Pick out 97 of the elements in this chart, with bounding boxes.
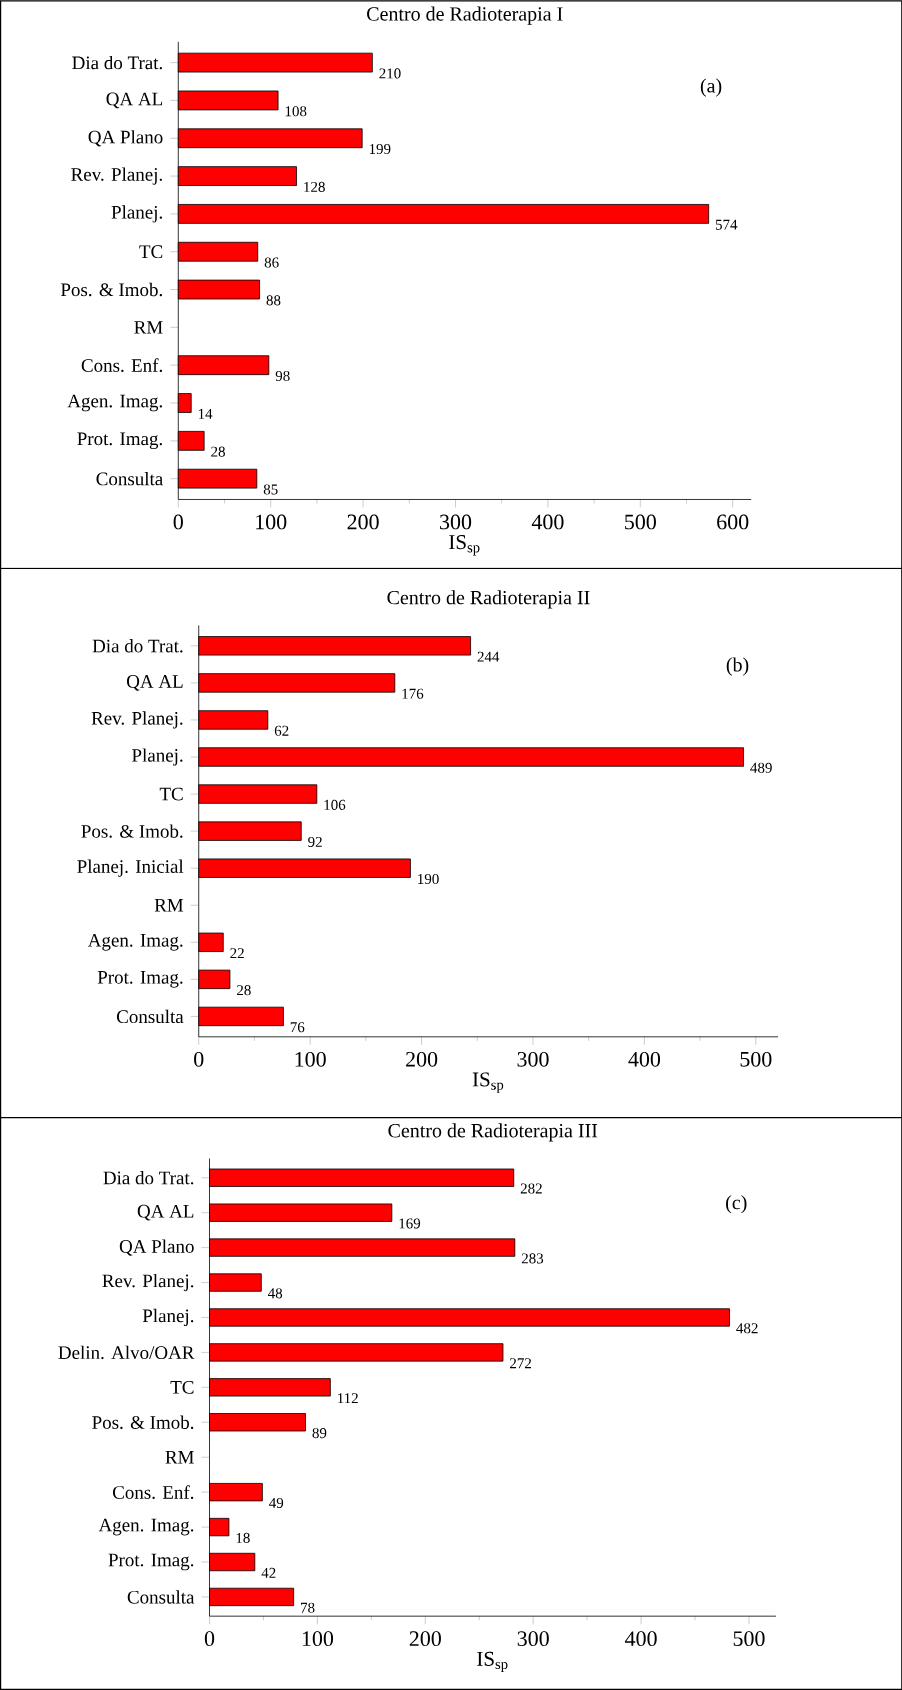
data-label: 210: [379, 68, 401, 79]
y-tick-label: Consulta: [116, 1009, 184, 1024]
chart-title: Centro de Radioterapia II: [387, 590, 590, 609]
x-axis-title: IS$_{sp}$: [472, 1072, 504, 1093]
x-tick-label: 0: [193, 1051, 204, 1067]
y-tick-label: Pos. & Imob.: [81, 824, 183, 838]
data-label: 28: [236, 985, 251, 996]
data-label: 482: [736, 1323, 758, 1334]
y-tick-label: TC: [139, 245, 163, 259]
y-tick-label: Prot. Imag.: [77, 432, 162, 450]
data-label: 176: [402, 688, 424, 699]
data-label: 22: [230, 948, 244, 959]
x-axis-title: IS$_{sp}$: [476, 1651, 508, 1673]
y-tick-label: Consulta: [96, 472, 163, 486]
x-tick-label: 300: [439, 514, 471, 530]
data-label: 283: [521, 1253, 543, 1264]
data-label: 86: [264, 257, 279, 268]
data-label: 190: [417, 873, 439, 885]
annotation: (a): [700, 78, 722, 97]
data-label: 169: [399, 1218, 420, 1229]
y-tick-label: QA AL: [126, 675, 183, 691]
data-label: 92: [307, 836, 322, 847]
y-tick-label: Cons. Enf.: [112, 1485, 194, 1499]
data-label: 88: [266, 295, 281, 306]
data-label: 574: [715, 219, 738, 230]
x-tick-label: 200: [409, 1631, 441, 1647]
y-tick-label: Cons. Enf.: [81, 358, 162, 373]
y-tick-label: Planej.: [131, 748, 183, 766]
data-label: 199: [369, 144, 391, 155]
y-tick-label: QA AL: [137, 1204, 194, 1221]
x-tick-label: 500: [740, 1051, 772, 1067]
data-label: 128: [304, 181, 325, 192]
data-label: 42: [261, 1567, 276, 1578]
chart-title: Centro de Radioterapia III: [388, 1123, 597, 1142]
data-label: 272: [509, 1358, 531, 1369]
y-tick-label: RM: [134, 321, 163, 334]
y-tick-label: Agen. Imag.: [98, 1518, 194, 1536]
y-tick-label: Planej.: [111, 205, 162, 223]
y-tick-label: RM: [154, 899, 183, 912]
x-tick-label: 500: [733, 1631, 765, 1647]
x-tick-label: 100: [255, 514, 287, 530]
data-label: 28: [211, 446, 225, 457]
data-label: 112: [337, 1393, 358, 1404]
y-tick-label: Prot. Imag.: [108, 1553, 194, 1571]
y-tick-label: TC: [159, 787, 183, 801]
x-tick-label: 500: [624, 514, 656, 530]
y-tick-label: Rev. Planej.: [91, 711, 183, 729]
data-label: 106: [324, 799, 346, 810]
data-label: 18: [236, 1532, 250, 1543]
y-tick-label: RM: [165, 1450, 194, 1464]
y-tick-label: Pos. & Imob.: [91, 1415, 194, 1430]
y-tick-label: Delin. Alvo/OAR: [58, 1345, 195, 1360]
y-tick-label: Agen. Imag.: [87, 934, 183, 951]
x-tick-label: 400: [624, 1631, 657, 1647]
x-tick-label: 0: [173, 514, 183, 530]
y-tick-label: QA AL: [106, 92, 162, 109]
y-tick-label: TC: [170, 1380, 194, 1394]
y-tick-label: Prot. Imag.: [97, 971, 183, 988]
data-label: 62: [274, 725, 289, 736]
data-label: 282: [520, 1183, 542, 1194]
data-label: 78: [300, 1602, 315, 1613]
y-tick-label: Rev. Planej.: [70, 167, 162, 185]
data-label: 48: [267, 1288, 282, 1299]
chart-title: Centro de Radioterapia I: [366, 6, 563, 25]
x-tick-label: 200: [347, 514, 379, 530]
y-tick-label: Consulta: [127, 1590, 195, 1604]
y-tick-label: Agen. Imag.: [67, 394, 162, 412]
data-label: 244: [477, 651, 500, 662]
y-tick-label: Planej.: [142, 1308, 194, 1327]
annotation: (c): [725, 1195, 747, 1214]
y-tick-label: Dia do Trat.: [103, 1171, 194, 1185]
y-tick-label: Dia do Trat.: [72, 55, 162, 70]
data-label: 49: [268, 1497, 283, 1508]
y-tick-label: Rev. Planej.: [102, 1273, 194, 1292]
y-tick-label: QA Plano: [119, 1239, 194, 1256]
x-tick-label: 100: [295, 1051, 326, 1067]
x-tick-label: 400: [531, 514, 564, 530]
data-label: 108: [285, 106, 307, 117]
data-label: 98: [275, 370, 290, 382]
y-tick-label: Dia do Trat.: [92, 639, 183, 653]
x-axis-title: IS$_{sp}$: [448, 535, 480, 556]
data-label: 85: [263, 484, 278, 495]
x-tick-label: 300: [517, 1051, 549, 1067]
x-tick-label: 200: [405, 1051, 438, 1067]
x-tick-label: 300: [517, 1631, 549, 1647]
annotation: (b): [726, 657, 749, 676]
data-label: 489: [750, 762, 772, 773]
y-tick-label: Planej. Inicial: [77, 859, 184, 877]
y-tick-label: Pos. & Imob.: [60, 282, 162, 297]
data-label: 89: [312, 1428, 327, 1439]
y-tick-label: QA Plano: [88, 130, 163, 147]
x-tick-label: 600: [716, 514, 749, 530]
data-label: 14: [198, 408, 213, 419]
x-tick-label: 0: [204, 1631, 214, 1647]
x-tick-label: 100: [302, 1631, 333, 1647]
x-tick-label: 400: [628, 1051, 660, 1067]
data-label: 76: [290, 1022, 305, 1033]
